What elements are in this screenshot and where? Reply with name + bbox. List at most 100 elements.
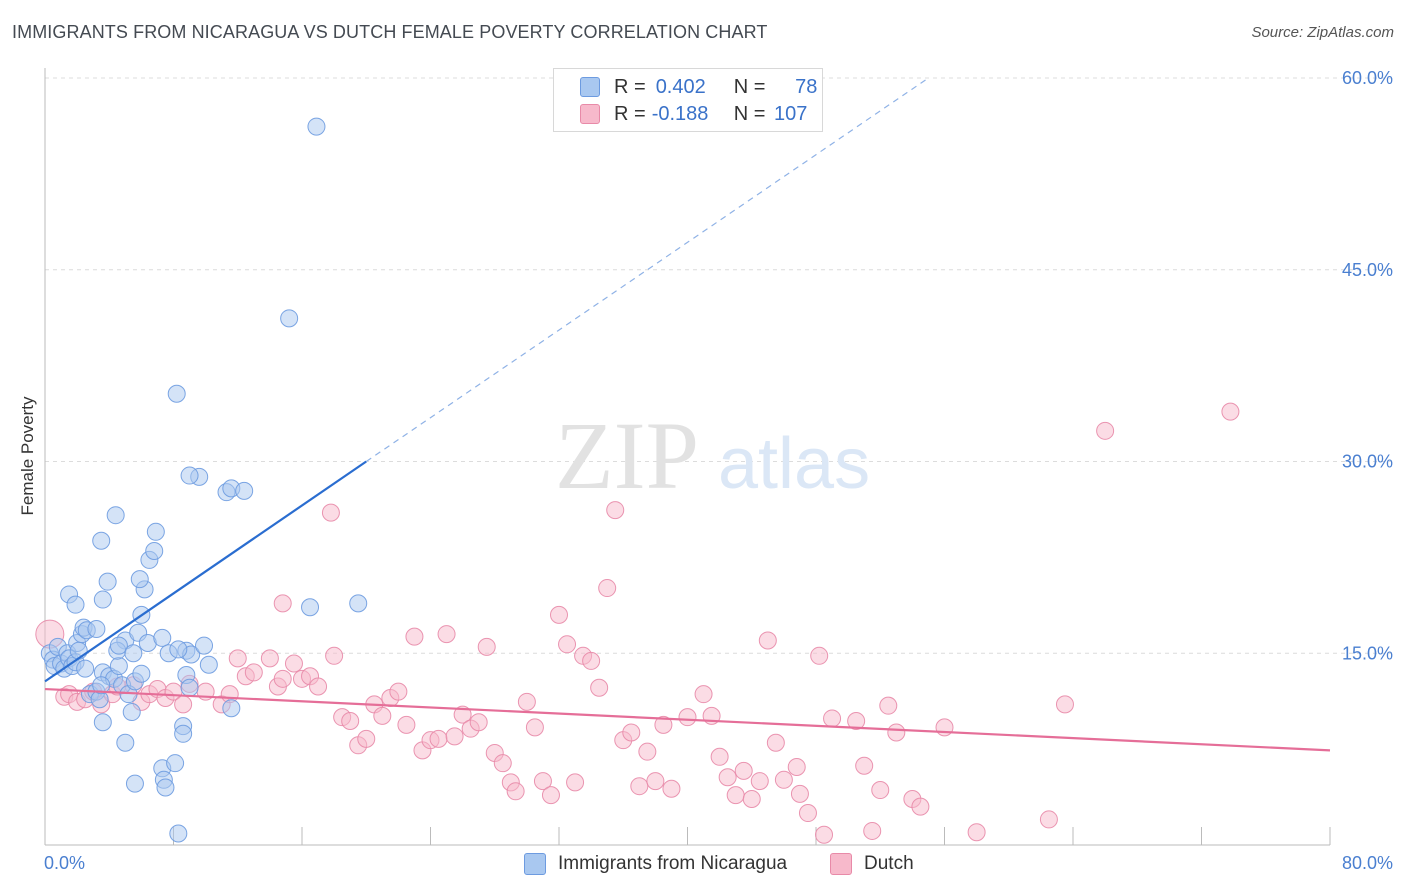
legend-row-dutch: R = -0.188 N = 107 <box>580 101 807 127</box>
x-tick-label-1: 80.0% <box>1342 853 1393 873</box>
point-dutch-26 <box>284 654 303 673</box>
point-dutch-104 <box>1221 402 1240 421</box>
point-dutch-101 <box>1039 810 1058 829</box>
series-name-nicaragua: Immigrants from Nicaragua <box>558 853 788 874</box>
point-dutch-68 <box>630 777 649 796</box>
point-dutch-100 <box>967 823 986 842</box>
legend-r-label: R = <box>614 75 646 98</box>
point-nicaragua-69 <box>167 384 186 403</box>
point-dutch-29 <box>309 677 328 696</box>
point-dutch-20 <box>228 649 247 668</box>
point-dutch-77 <box>718 768 737 787</box>
series-legend: Immigrants from Nicaragua Dutch <box>0 850 1406 880</box>
point-dutch-85 <box>787 758 806 777</box>
point-dutch-80 <box>742 789 761 808</box>
point-dutch-58 <box>550 605 568 624</box>
source-label: Source: ZipAtlas.com <box>1251 24 1394 41</box>
point-dutch-22 <box>244 663 263 682</box>
point-nicaragua-58 <box>174 724 193 743</box>
point-dutch-98 <box>911 797 930 816</box>
point-nicaragua-17 <box>87 619 106 638</box>
point-dutch-45 <box>445 727 464 746</box>
series-swatch-nicaragua <box>524 853 546 875</box>
point-nicaragua-55 <box>156 778 175 797</box>
point-nicaragua-18 <box>76 659 95 678</box>
point-dutch-60 <box>566 773 585 792</box>
legend-r-value-nicaragua: 0.402 <box>655 75 706 98</box>
point-dutch-62 <box>582 651 601 670</box>
point-nicaragua-30 <box>122 703 141 722</box>
point-dutch-74 <box>694 685 713 704</box>
point-dutch-43 <box>429 729 448 748</box>
point-nicaragua-61 <box>169 640 188 659</box>
series-legend-dutch: Dutch <box>830 853 914 875</box>
point-nicaragua-73 <box>280 309 299 328</box>
point-dutch-51 <box>493 754 512 773</box>
point-dutch-70 <box>646 772 665 791</box>
legend-n-label: N = <box>733 75 766 98</box>
series-swatch-dutch <box>830 853 852 875</box>
point-nicaragua-36 <box>93 590 112 609</box>
point-nicaragua-44 <box>130 570 149 589</box>
point-nicaragua-68 <box>180 466 199 485</box>
point-dutch-76 <box>710 747 729 766</box>
legend-swatch-nicaragua <box>580 77 600 97</box>
trend-line-dutch <box>44 687 1331 752</box>
point-dutch-88 <box>810 646 829 665</box>
point-dutch-106 <box>321 503 340 522</box>
point-nicaragua-11 <box>69 641 88 660</box>
series-name-dutch: Dutch <box>864 853 914 874</box>
point-dutch-49 <box>477 637 496 656</box>
point-dutch-93 <box>863 821 882 840</box>
point-nicaragua-48 <box>153 628 172 647</box>
point-nicaragua-53 <box>125 774 144 793</box>
point-nicaragua-76 <box>307 117 326 136</box>
point-dutch-57 <box>541 786 560 805</box>
y-tick-label-0: 15.0% <box>1342 643 1393 663</box>
data-points <box>35 117 1240 844</box>
legend-n-label: N = <box>733 102 766 125</box>
point-dutch-96 <box>887 723 906 742</box>
point-dutch-71 <box>654 715 673 734</box>
point-dutch-15 <box>174 695 193 714</box>
point-dutch-86 <box>790 784 809 803</box>
series-legend-nicaragua: Immigrants from Nicaragua <box>524 853 787 875</box>
point-dutch-92 <box>855 756 874 775</box>
point-dutch-54 <box>517 692 536 711</box>
point-dutch-91 <box>847 712 866 731</box>
watermark-atlas: atlas <box>718 424 870 504</box>
point-dutch-65 <box>606 501 625 520</box>
chart-title: IMMIGRANTS FROM NICARAGUA VS DUTCH FEMAL… <box>12 22 768 42</box>
y-tick-label-1: 30.0% <box>1342 452 1393 472</box>
point-dutch-46 <box>453 705 472 724</box>
legend-swatch-dutch <box>580 104 600 124</box>
point-nicaragua-51 <box>132 664 151 683</box>
point-nicaragua-37 <box>106 506 125 525</box>
point-dutch-69 <box>638 742 657 761</box>
point-dutch-103 <box>1096 421 1115 440</box>
legend-r-label: R = <box>614 102 646 125</box>
y-tick-label-3: 60.0% <box>1342 68 1393 88</box>
point-dutch-30 <box>325 646 344 665</box>
trend-line-nicaragua <box>44 460 367 683</box>
point-dutch-79 <box>734 761 753 780</box>
point-nicaragua-39 <box>124 644 143 663</box>
point-dutch-32 <box>341 712 360 731</box>
point-dutch-23 <box>260 649 279 668</box>
point-nicaragua-72 <box>235 481 254 500</box>
point-dutch-82 <box>758 631 777 650</box>
point-dutch-64 <box>598 579 617 598</box>
watermark-zip: ZIP <box>555 402 699 509</box>
y-tick-label-2: 45.0% <box>1342 260 1393 280</box>
point-nicaragua-25 <box>93 713 112 732</box>
point-nicaragua-77 <box>169 824 188 843</box>
point-nicaragua-64 <box>195 636 214 655</box>
point-dutch-72 <box>662 779 681 798</box>
correlation-legend: R = 0.402 N = 78 R = -0.188 N = 107 <box>553 68 823 132</box>
point-dutch-87 <box>798 804 817 823</box>
point-nicaragua-26 <box>92 676 111 695</box>
point-dutch-36 <box>373 706 392 725</box>
point-dutch-59 <box>558 635 577 654</box>
point-dutch-89 <box>815 825 834 844</box>
